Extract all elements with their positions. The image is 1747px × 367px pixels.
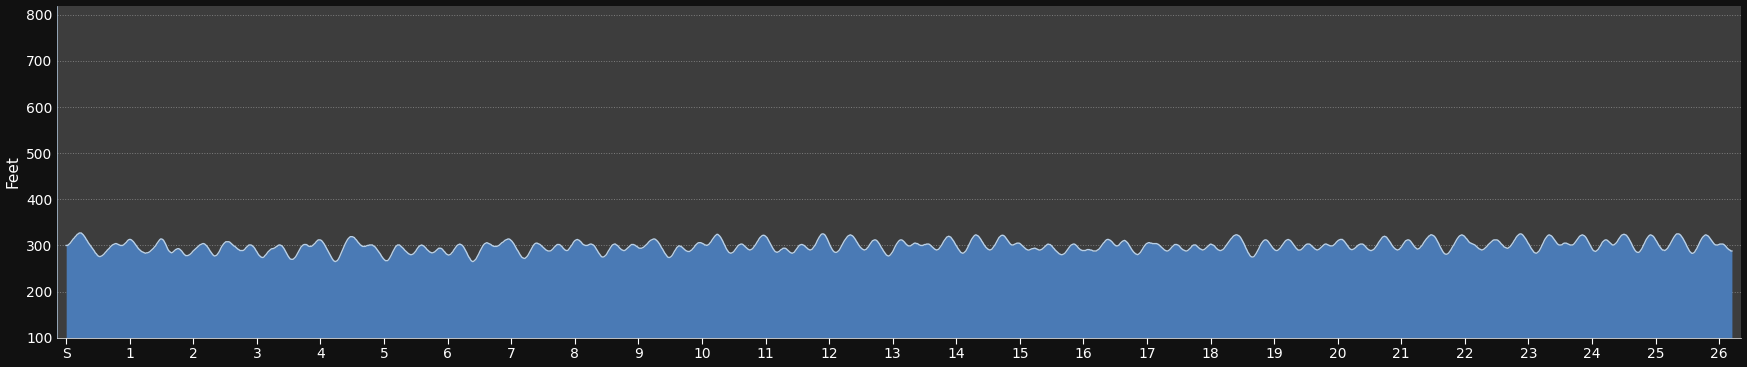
Y-axis label: Feet: Feet	[5, 155, 21, 188]
